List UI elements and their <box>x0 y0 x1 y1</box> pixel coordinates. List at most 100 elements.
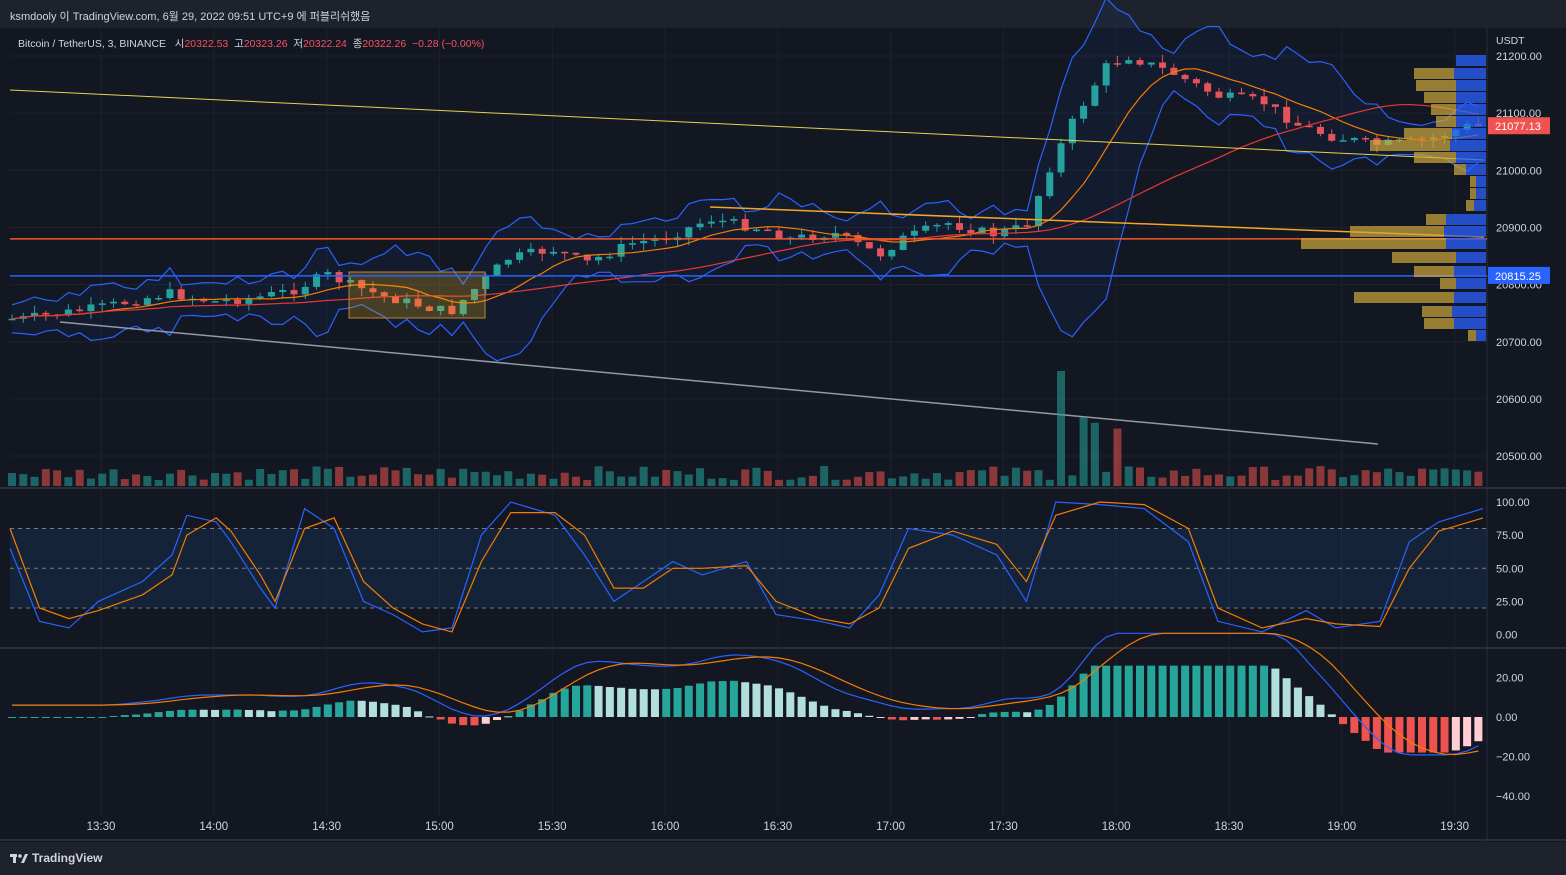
volume-bar <box>797 477 806 486</box>
macd-bar <box>1203 665 1212 717</box>
macd-bar <box>481 717 490 724</box>
time-tick: 14:00 <box>199 821 228 833</box>
bollinger-fill <box>12 0 1479 361</box>
candle-body <box>1249 94 1257 97</box>
candle-body <box>177 289 185 300</box>
volume-bar <box>899 476 908 486</box>
volume-bar <box>1000 475 1009 486</box>
macd-bar <box>549 692 558 717</box>
candle-body <box>944 223 952 225</box>
volume-bar <box>1079 417 1088 486</box>
candle-body <box>933 224 941 227</box>
stoch-tick: 0.00 <box>1496 630 1517 642</box>
macd-bar <box>233 709 242 717</box>
volume-profile-bar <box>1452 306 1486 317</box>
macd-bar <box>572 685 580 717</box>
volume-profile-bar <box>1350 226 1444 237</box>
macd-bar <box>459 717 468 726</box>
volume-bar <box>41 469 50 486</box>
macd-bar <box>684 685 693 717</box>
volume-profile-bar <box>1456 152 1486 163</box>
volume-bar <box>718 478 727 486</box>
candle-body <box>234 299 242 304</box>
volume-bar <box>1090 422 1099 486</box>
macd-bar <box>752 683 761 717</box>
time-tick: 13:30 <box>87 821 116 833</box>
candle-body <box>877 248 885 257</box>
high-label: 고 <box>234 38 244 50</box>
macd-bar <box>1260 665 1269 717</box>
volume-bars <box>8 371 1483 486</box>
macd-bar <box>1011 711 1020 717</box>
volume-bar <box>538 474 547 486</box>
candle-body <box>166 289 174 299</box>
volume-bar <box>978 470 987 486</box>
macd-bar <box>1000 711 1009 717</box>
change-value: −0.28 (−0.00%) <box>412 38 485 50</box>
volume-bar <box>233 472 242 486</box>
volume-bar <box>876 471 885 486</box>
volume-bar <box>1327 469 1336 486</box>
volume-bar <box>1406 475 1415 486</box>
volume-profile-bar <box>1456 104 1486 115</box>
candle-body <box>1113 63 1121 65</box>
macd-bar <box>955 717 964 719</box>
symbol-legend[interactable]: Bitcoin / TetherUS, 3, BINANCE 시20322.53… <box>18 36 484 51</box>
volume-bar <box>86 478 95 486</box>
volume-bar <box>177 469 186 486</box>
macd-bar <box>583 685 592 717</box>
candle-body <box>1305 125 1313 128</box>
bollinger-upper <box>11 0 1479 306</box>
candle-body <box>775 230 783 240</box>
volume-bar <box>323 468 332 486</box>
macd-bar <box>154 712 163 717</box>
volume-bar <box>752 467 761 486</box>
macd-bar <box>1147 665 1156 717</box>
macd-bar <box>504 716 513 718</box>
high-value: 20323.26 <box>243 38 288 50</box>
candle-body <box>132 304 140 306</box>
candle-body <box>1294 122 1302 126</box>
tradingview-brand[interactable]: TradingView <box>10 851 102 865</box>
macd-bar <box>346 700 355 717</box>
macd-bar <box>19 717 28 718</box>
volume-bar <box>1068 475 1077 486</box>
last-price-badge <box>1488 117 1550 135</box>
volume-bar <box>380 467 389 486</box>
macd-bar <box>865 715 874 717</box>
candle-body <box>335 272 343 283</box>
candle-body <box>1091 85 1099 106</box>
macd-bar <box>876 717 885 718</box>
symbol-name[interactable]: Bitcoin / TetherUS, 3, BINANCE <box>18 38 167 50</box>
candle-body <box>1181 74 1189 80</box>
macd-bar <box>143 713 152 717</box>
macd-bar <box>402 706 411 717</box>
macd-bar <box>1384 717 1393 753</box>
macd-bar <box>696 683 705 717</box>
chart-canvas[interactable]: USDT21200.0021100.0021000.0020900.002080… <box>0 0 1566 842</box>
candle-body <box>1159 62 1167 68</box>
macd-bar <box>831 709 840 717</box>
macd-bar <box>391 704 400 717</box>
macd-bar <box>436 717 445 720</box>
macd-bar <box>1271 668 1280 717</box>
volume-bar <box>244 479 253 486</box>
candle-body <box>1238 92 1246 95</box>
volume-profile-bar <box>1454 266 1486 277</box>
volume-bar <box>966 470 975 486</box>
macd-bar <box>357 700 366 717</box>
volume-bar <box>786 479 795 486</box>
volume-bar <box>414 474 423 486</box>
candle-body <box>606 256 614 259</box>
volume-bar <box>549 478 558 486</box>
volume-bar <box>1418 468 1426 486</box>
volume-bar <box>1136 467 1144 486</box>
candle-body <box>617 243 625 257</box>
time-tick: 19:30 <box>1440 821 1469 833</box>
volume-profile-bar <box>1416 80 1456 91</box>
macd-bar <box>1023 712 1032 717</box>
macd-bar <box>312 706 321 717</box>
candle-body <box>1260 96 1268 105</box>
macd-bar <box>30 717 39 718</box>
macd-bar <box>188 709 197 717</box>
